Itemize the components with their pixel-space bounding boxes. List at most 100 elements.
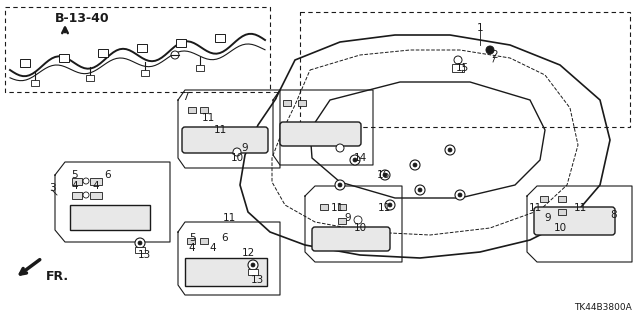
Text: 3: 3	[49, 183, 55, 193]
Circle shape	[410, 160, 420, 170]
Bar	[72, 192, 82, 199]
Bar	[338, 204, 346, 210]
Circle shape	[418, 188, 422, 192]
Text: 4: 4	[93, 181, 99, 191]
Text: 9: 9	[345, 213, 351, 223]
Text: 4: 4	[189, 243, 195, 253]
Bar	[187, 238, 195, 244]
Bar	[72, 178, 82, 185]
Bar	[188, 107, 196, 113]
Circle shape	[138, 241, 142, 245]
Circle shape	[458, 193, 462, 197]
Bar	[5, 7, 270, 92]
Text: 6: 6	[105, 170, 111, 180]
Bar	[298, 100, 306, 106]
Bar	[540, 196, 548, 202]
Text: 5: 5	[72, 170, 78, 180]
Bar	[70, 205, 150, 230]
FancyBboxPatch shape	[534, 207, 615, 235]
Circle shape	[383, 173, 387, 177]
Text: 9: 9	[242, 143, 248, 153]
Bar	[215, 34, 225, 42]
Bar	[338, 218, 346, 224]
Text: 1: 1	[477, 23, 483, 33]
Text: 11: 11	[378, 203, 390, 213]
Text: 5: 5	[189, 233, 195, 243]
Text: FR.: FR.	[46, 270, 69, 283]
Circle shape	[336, 144, 344, 152]
Circle shape	[248, 260, 258, 270]
Text: 13: 13	[250, 275, 264, 285]
Text: B-13-40: B-13-40	[55, 12, 109, 25]
Bar	[141, 70, 149, 76]
Text: 10: 10	[353, 223, 367, 233]
Text: 2: 2	[492, 50, 499, 60]
Text: 16: 16	[376, 170, 390, 180]
Circle shape	[380, 170, 390, 180]
Text: 7: 7	[182, 92, 188, 102]
Text: 14: 14	[353, 153, 367, 163]
Text: 6: 6	[221, 233, 228, 243]
Text: 11: 11	[573, 203, 587, 213]
Circle shape	[135, 238, 145, 248]
Bar	[300, 12, 630, 127]
Circle shape	[486, 46, 494, 54]
Text: 7: 7	[272, 92, 278, 102]
Bar	[90, 192, 102, 199]
Bar	[176, 39, 186, 47]
Circle shape	[350, 155, 360, 165]
Text: 10: 10	[230, 153, 244, 163]
FancyBboxPatch shape	[182, 127, 268, 153]
Text: 11: 11	[202, 113, 214, 123]
Bar	[200, 238, 208, 244]
Text: 13: 13	[138, 250, 150, 260]
Circle shape	[454, 56, 462, 64]
Text: 11: 11	[529, 203, 541, 213]
Bar	[59, 54, 69, 62]
Bar	[185, 258, 267, 286]
Circle shape	[335, 180, 345, 190]
Circle shape	[388, 203, 392, 207]
Text: 4: 4	[72, 181, 78, 191]
Circle shape	[83, 192, 89, 198]
Bar	[135, 247, 145, 253]
Text: 9: 9	[545, 213, 551, 223]
Text: 12: 12	[241, 248, 255, 258]
Circle shape	[353, 158, 357, 162]
Bar	[196, 65, 204, 71]
Circle shape	[251, 263, 255, 267]
Text: 11: 11	[213, 125, 227, 135]
Circle shape	[83, 178, 89, 184]
Circle shape	[233, 148, 241, 156]
Bar	[200, 107, 208, 113]
Bar	[558, 196, 566, 202]
Bar	[320, 204, 328, 210]
Bar	[98, 49, 108, 57]
Bar	[283, 100, 291, 106]
Text: 4: 4	[210, 243, 216, 253]
Bar	[90, 178, 102, 185]
Text: 8: 8	[611, 210, 618, 220]
Circle shape	[445, 145, 455, 155]
Bar	[31, 80, 39, 86]
Circle shape	[413, 163, 417, 167]
Text: 11: 11	[330, 203, 344, 213]
Text: 11: 11	[222, 213, 236, 223]
Circle shape	[171, 51, 179, 59]
FancyBboxPatch shape	[280, 122, 361, 146]
Bar	[137, 44, 147, 52]
Circle shape	[338, 183, 342, 187]
Text: 10: 10	[554, 223, 566, 233]
Bar	[20, 59, 30, 67]
Circle shape	[448, 148, 452, 152]
FancyBboxPatch shape	[312, 227, 390, 251]
Circle shape	[354, 216, 362, 224]
Text: 15: 15	[456, 63, 468, 73]
Text: TK44B3800A: TK44B3800A	[574, 303, 632, 312]
Circle shape	[415, 185, 425, 195]
Bar	[558, 209, 566, 215]
Circle shape	[385, 200, 395, 210]
Bar	[248, 269, 258, 275]
Bar	[86, 75, 94, 81]
Circle shape	[455, 190, 465, 200]
